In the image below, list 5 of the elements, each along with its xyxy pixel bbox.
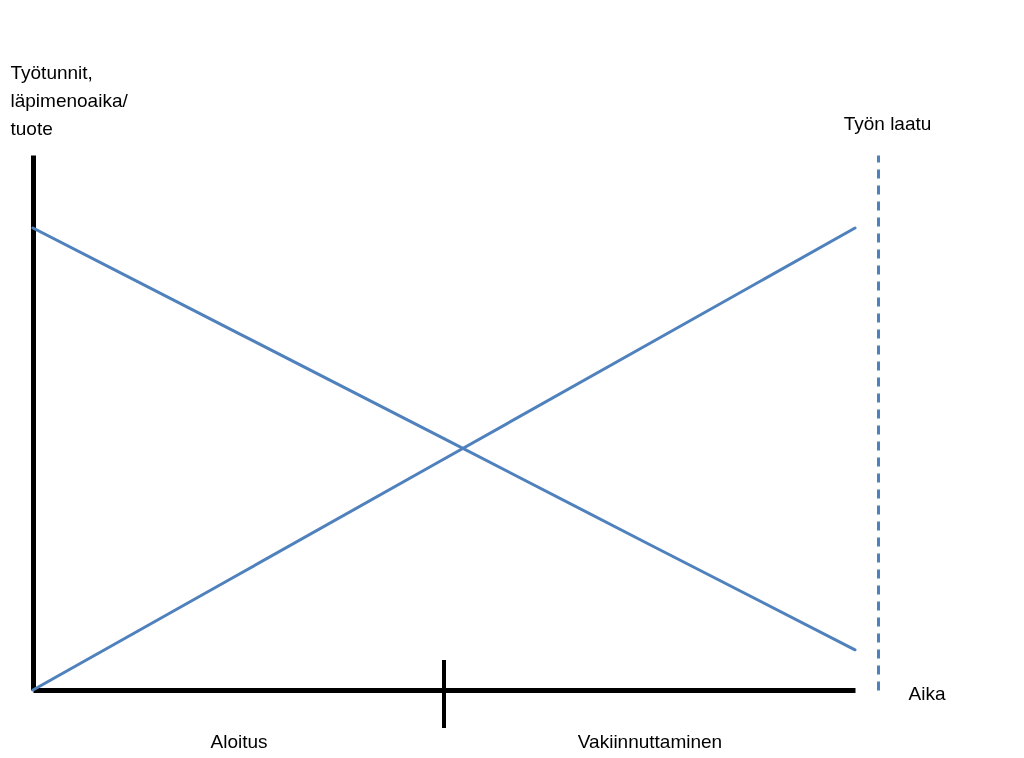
y-axis-title: Työtunnit, läpimenoaika/ tuote [10, 61, 129, 139]
y2-axis-title: Työn laatu [843, 112, 932, 134]
x-axis-title: Aika [908, 682, 946, 704]
x-tick-label: Vakiinnuttaminen [577, 730, 723, 752]
x-tick-label: Aloitus [210, 730, 268, 752]
